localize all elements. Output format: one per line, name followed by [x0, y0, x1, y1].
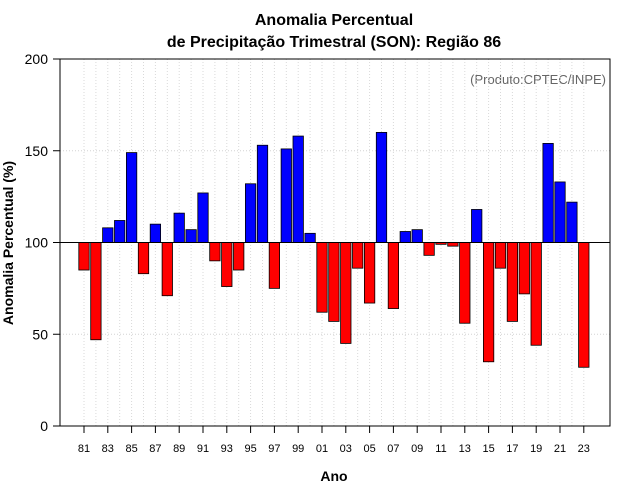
y-tick-label-2: 100 — [25, 235, 49, 251]
bar-1983 — [102, 227, 114, 243]
y-tick-label-4: 200 — [25, 51, 49, 67]
x-tick-label-13: 07 — [387, 443, 399, 455]
bar-1981 — [78, 242, 90, 271]
x-tick-label-0: 81 — [78, 443, 90, 455]
bar-2015 — [482, 242, 495, 363]
bar-1988 — [161, 242, 173, 297]
y-axis: 0 50 100 150 200 — [25, 51, 60, 434]
x-tick-label-6: 93 — [221, 443, 233, 455]
x-tick-label-9: 99 — [292, 443, 304, 455]
bar-1989 — [173, 212, 185, 243]
bar-2020 — [542, 143, 554, 243]
bar-2022 — [566, 201, 578, 243]
bar-2010 — [423, 242, 435, 256]
x-tick-label-8: 97 — [268, 443, 280, 455]
bar-2007 — [387, 242, 400, 309]
bar-2019 — [530, 242, 542, 346]
x-axis-label: Ano — [320, 468, 347, 484]
y-axis-label: Anomalia Percentual (%) — [0, 161, 16, 325]
x-tick-label-3: 87 — [149, 443, 161, 455]
bar-2023 — [578, 242, 590, 368]
x-tick-label-19: 19 — [530, 443, 542, 455]
bar-1995 — [244, 183, 257, 243]
bar-2013 — [459, 242, 471, 324]
x-tick-label-12: 05 — [363, 443, 375, 455]
bar-2001 — [316, 242, 328, 313]
x-tick-label-4: 89 — [173, 443, 185, 455]
credit-label: (Produto:CPTEC/INPE) — [470, 72, 606, 87]
bar-2000 — [304, 232, 316, 243]
x-tick-label-5: 91 — [197, 443, 209, 455]
x-tick-label-18: 17 — [506, 443, 518, 455]
bar-1991 — [197, 192, 209, 243]
bar-1984 — [114, 220, 126, 243]
bar-1992 — [209, 242, 221, 262]
chart-title: Anomalia Percentual — [255, 12, 413, 29]
bar-2004 — [352, 242, 364, 269]
chart-subtitle: de Precipitação Trimestral (SON): Região… — [167, 34, 501, 51]
bar-1999 — [292, 135, 304, 243]
x-tick-label-7: 95 — [244, 443, 256, 455]
y-tick-label-0: 0 — [40, 418, 48, 434]
bar-2005 — [363, 242, 376, 304]
y-tick-label-1: 50 — [32, 326, 48, 342]
bar-2008 — [399, 231, 411, 243]
bar-2009 — [411, 229, 423, 243]
x-tick-label-15: 11 — [435, 443, 446, 455]
bar-1982 — [90, 242, 102, 341]
x-tick-label-21: 23 — [578, 443, 590, 455]
bar-1987 — [149, 223, 161, 243]
bar-1996 — [256, 144, 269, 243]
bar-2021 — [554, 181, 566, 243]
y-tick-label-3: 150 — [25, 143, 49, 159]
bar-1997 — [268, 242, 281, 289]
bar-2003 — [340, 242, 352, 344]
x-tick-label-20: 21 — [554, 443, 566, 455]
bar-2006 — [375, 131, 388, 243]
bar-2002 — [328, 242, 340, 322]
bar-2012 — [447, 242, 459, 247]
bar-2016 — [494, 242, 507, 269]
bar-2014 — [471, 209, 483, 243]
x-tick-label-2: 85 — [125, 443, 137, 455]
bar-1993 — [221, 242, 233, 287]
bars — [78, 131, 590, 368]
bar-2018 — [518, 242, 530, 295]
bar-1994 — [233, 242, 245, 271]
bar-1985 — [126, 152, 138, 243]
x-axis: 81 83 85 87 89 91 93 95 97 99 01 03 05 07 09 11 13 15 17 19… — [78, 426, 590, 455]
x-tick-label-17: 15 — [482, 443, 494, 455]
x-tick-label-1: 83 — [102, 443, 114, 455]
bar-1990 — [185, 229, 197, 243]
x-tick-label-10: 01 — [316, 443, 328, 455]
bar-1986 — [137, 242, 150, 275]
x-tick-label-14: 09 — [411, 443, 423, 455]
x-tick-label-11: 03 — [340, 443, 352, 455]
bar-1998 — [280, 148, 292, 243]
bar-2017 — [506, 242, 519, 322]
x-tick-label-16: 13 — [459, 443, 471, 455]
